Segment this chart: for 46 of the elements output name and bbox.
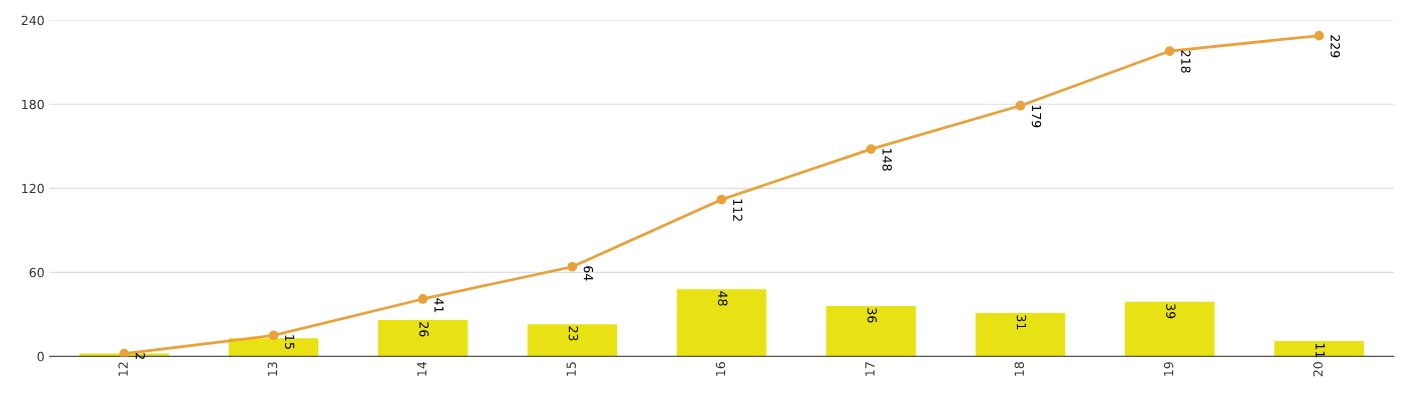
- point: [1164, 46, 1175, 56]
- x-tick-label: 19: [1163, 362, 1174, 376]
- bar: [1124, 301, 1215, 357]
- data-label: 11: [1315, 343, 1325, 358]
- x-tick-label: 13: [267, 362, 278, 376]
- data-label: 2: [135, 353, 146, 359]
- x-tick-label: 17: [865, 362, 875, 376]
- bar: [1274, 340, 1364, 357]
- bar: [676, 289, 767, 357]
- data-label: 229: [1330, 35, 1340, 58]
- point: [716, 194, 727, 205]
- data-label: 48: [718, 291, 728, 306]
- x-tick-label: 14: [417, 361, 427, 376]
- data-label: 31: [1016, 315, 1027, 330]
- bar: [378, 319, 468, 357]
- data-label: 39: [1166, 304, 1176, 319]
- data-label: 26: [419, 322, 429, 337]
- data-label: 179: [1031, 105, 1042, 128]
- point: [1314, 30, 1324, 41]
- point: [866, 144, 876, 154]
- point: [567, 261, 578, 272]
- x-tick-label: 15: [566, 362, 576, 376]
- x-tick-label: 18: [1014, 362, 1024, 376]
- data-label: 15: [284, 335, 295, 349]
- bar: [975, 312, 1066, 357]
- y-tick-label: 180: [22, 99, 44, 110]
- bar: [527, 324, 618, 357]
- x-tick-label: 12: [118, 362, 128, 376]
- y-tick-label: 120: [22, 183, 44, 194]
- data-label: 64: [583, 266, 594, 281]
- bar: [826, 305, 916, 357]
- point: [119, 348, 130, 357]
- data-label: 218: [1181, 50, 1191, 73]
- data-label: 41: [434, 298, 444, 313]
- y-tick-label: 0: [37, 351, 44, 362]
- data-label: 36: [867, 308, 877, 323]
- point: [268, 330, 279, 341]
- point: [1015, 100, 1026, 111]
- data-label: 112: [733, 199, 743, 221]
- point: [418, 294, 428, 304]
- y-tick-label: 240: [21, 15, 44, 26]
- data-label: 23: [568, 326, 579, 341]
- y-tick-label: 60: [29, 267, 44, 278]
- data-label: 148: [882, 149, 892, 171]
- x-tick-label: 16: [715, 362, 726, 376]
- x-tick-label: 20: [1313, 362, 1323, 377]
